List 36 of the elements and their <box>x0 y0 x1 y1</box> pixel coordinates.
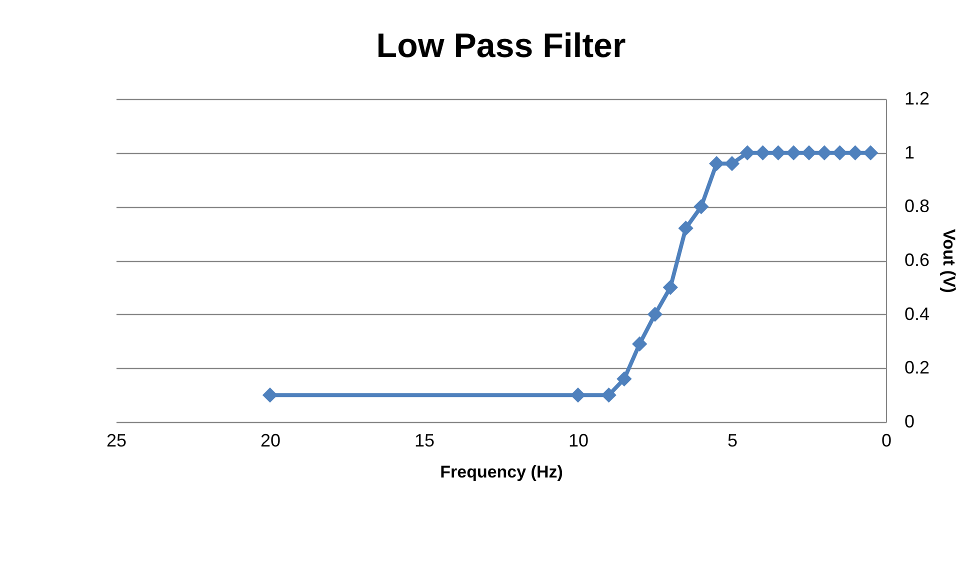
point <box>678 220 694 236</box>
point <box>755 145 770 160</box>
point <box>770 145 786 160</box>
y-tick-label: 0.8 <box>904 196 930 216</box>
y-axis-title: Vout (V) <box>940 229 959 293</box>
point <box>662 280 678 295</box>
y-tick-label: 0 <box>904 412 915 432</box>
y-tick-label: 0.6 <box>904 250 930 270</box>
x-tick-label: 0 <box>881 430 892 450</box>
x-tick-label: 15 <box>414 430 435 450</box>
point <box>801 145 817 160</box>
point <box>262 388 278 403</box>
point <box>647 306 663 322</box>
point <box>786 145 802 160</box>
point <box>740 145 755 160</box>
point <box>863 145 878 160</box>
point <box>694 199 709 214</box>
y-tick-label: 0.4 <box>904 304 930 324</box>
point <box>570 388 586 403</box>
x-tick-label: 5 <box>727 430 738 450</box>
x-tick-label: 25 <box>106 430 127 450</box>
point <box>724 156 740 172</box>
y-tick-label: 1.2 <box>904 88 930 108</box>
point <box>616 371 632 387</box>
x-tick-label: 10 <box>568 430 589 450</box>
point <box>832 145 848 160</box>
point <box>632 336 648 352</box>
y-tick-label: 0.2 <box>904 358 930 378</box>
chart-title: Low Pass Filter <box>376 27 626 65</box>
x-axis-title: Frequency (Hz) <box>440 462 563 482</box>
point <box>601 388 616 403</box>
x-tick-label: 20 <box>260 430 281 450</box>
y-tick-label: 1 <box>904 142 915 162</box>
point <box>816 145 832 160</box>
point <box>709 156 724 172</box>
point <box>848 145 863 160</box>
